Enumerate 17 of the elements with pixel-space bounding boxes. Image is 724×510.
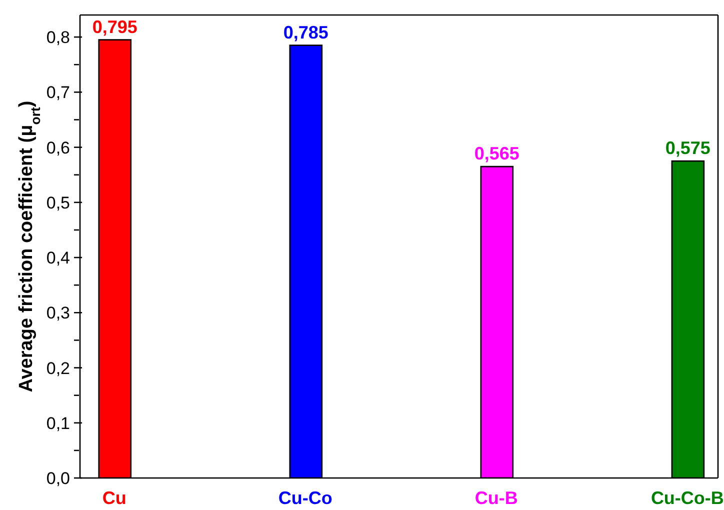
y-tick-label: 0,5 (46, 193, 70, 212)
x-tick-label: Cu-Co (278, 488, 332, 508)
data-label: 0,565 (474, 144, 520, 164)
y-tick-label: 0,7 (46, 83, 70, 102)
y-tick-label: 0,4 (46, 248, 70, 268)
y-tick-label: 0,2 (46, 358, 70, 378)
x-tick-label: Cu-B (474, 488, 518, 508)
y-tick-label: 0,6 (46, 138, 70, 158)
y-tick-label: 0,0 (46, 469, 70, 488)
x-tick-label: Cu-Co-B (650, 488, 724, 508)
y-tick-label: 0,3 (46, 304, 70, 323)
x-tick-label: Cu (102, 488, 126, 508)
y-tick-label: 0,1 (46, 414, 70, 433)
data-label: 0,575 (665, 138, 710, 158)
data-label: 0,795 (92, 16, 138, 37)
data-label: 0,785 (283, 22, 328, 42)
y-tick-label: 0,8 (46, 28, 70, 48)
